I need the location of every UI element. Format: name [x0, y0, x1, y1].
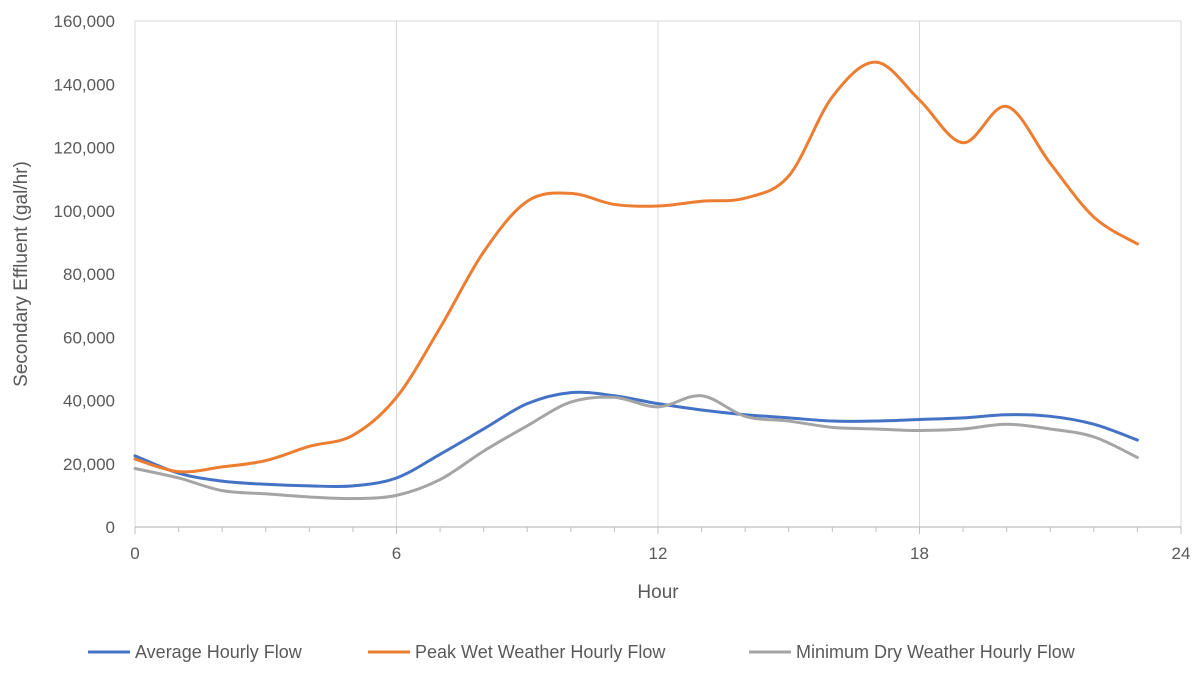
y-tick-label: 60,000 [63, 328, 115, 347]
x-tick-label: 24 [1172, 544, 1191, 563]
x-tick-label: 0 [130, 544, 139, 563]
x-tick-label: 18 [910, 544, 929, 563]
x-axis-title: Hour [637, 582, 679, 603]
tick-labels: 0 6 12 18 24 0 20,000 40,000 60,000 80,000 100,000… [54, 12, 1191, 563]
axes [134, 526, 1182, 534]
series-line-2 [133, 60, 1139, 474]
x-tick-label: 6 [392, 544, 401, 563]
y-tick-label: 40,000 [63, 392, 115, 411]
legend-label-3: Minimum Dry Weather Hourly Flow [796, 642, 1076, 662]
series-lines [133, 60, 1139, 501]
x-tick-label: 12 [649, 544, 668, 563]
y-tick-label: 120,000 [54, 139, 115, 158]
series-line-1 [133, 390, 1139, 489]
y-tick-label: 0 [106, 518, 115, 537]
y-tick-label: 80,000 [63, 265, 115, 284]
y-tick-label: 160,000 [54, 12, 115, 31]
legend: Average Hourly Flow Peak Wet Weather Hour… [88, 642, 1076, 662]
y-tick-label: 140,000 [54, 75, 115, 94]
legend-label-2: Peak Wet Weather Hourly Flow [415, 642, 666, 662]
y-tick-label: 20,000 [63, 455, 115, 474]
legend-label-1: Average Hourly Flow [135, 642, 303, 662]
series-line-3 [133, 394, 1139, 501]
y-axis-title: Secondary Effluent (gal/hr) [11, 161, 32, 387]
y-tick-label: 100,000 [54, 202, 115, 221]
